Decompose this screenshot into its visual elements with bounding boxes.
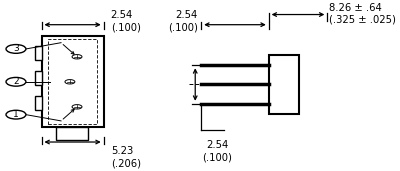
Circle shape bbox=[6, 77, 26, 86]
Bar bbox=[42, 36, 104, 127]
Circle shape bbox=[72, 105, 82, 109]
Text: 2.54
(.100): 2.54 (.100) bbox=[202, 140, 232, 163]
Bar bbox=[48, 39, 97, 124]
Text: 2: 2 bbox=[13, 77, 19, 86]
Bar bbox=[269, 55, 299, 114]
Bar bbox=[35, 46, 42, 60]
Bar bbox=[35, 96, 42, 110]
Text: 1: 1 bbox=[13, 110, 19, 119]
Bar bbox=[35, 71, 42, 85]
Circle shape bbox=[65, 80, 75, 84]
Text: 3: 3 bbox=[13, 44, 19, 54]
Text: 2.54
(.100): 2.54 (.100) bbox=[111, 10, 141, 33]
Bar bbox=[56, 127, 88, 140]
Text: 8.26 ± .64
(.325 ± .025): 8.26 ± .64 (.325 ± .025) bbox=[329, 3, 396, 25]
Circle shape bbox=[6, 110, 26, 119]
Circle shape bbox=[72, 55, 82, 59]
Text: 5.23
(.206): 5.23 (.206) bbox=[111, 146, 141, 168]
Text: 2.54
(.100): 2.54 (.100) bbox=[168, 10, 198, 33]
Circle shape bbox=[6, 45, 26, 53]
